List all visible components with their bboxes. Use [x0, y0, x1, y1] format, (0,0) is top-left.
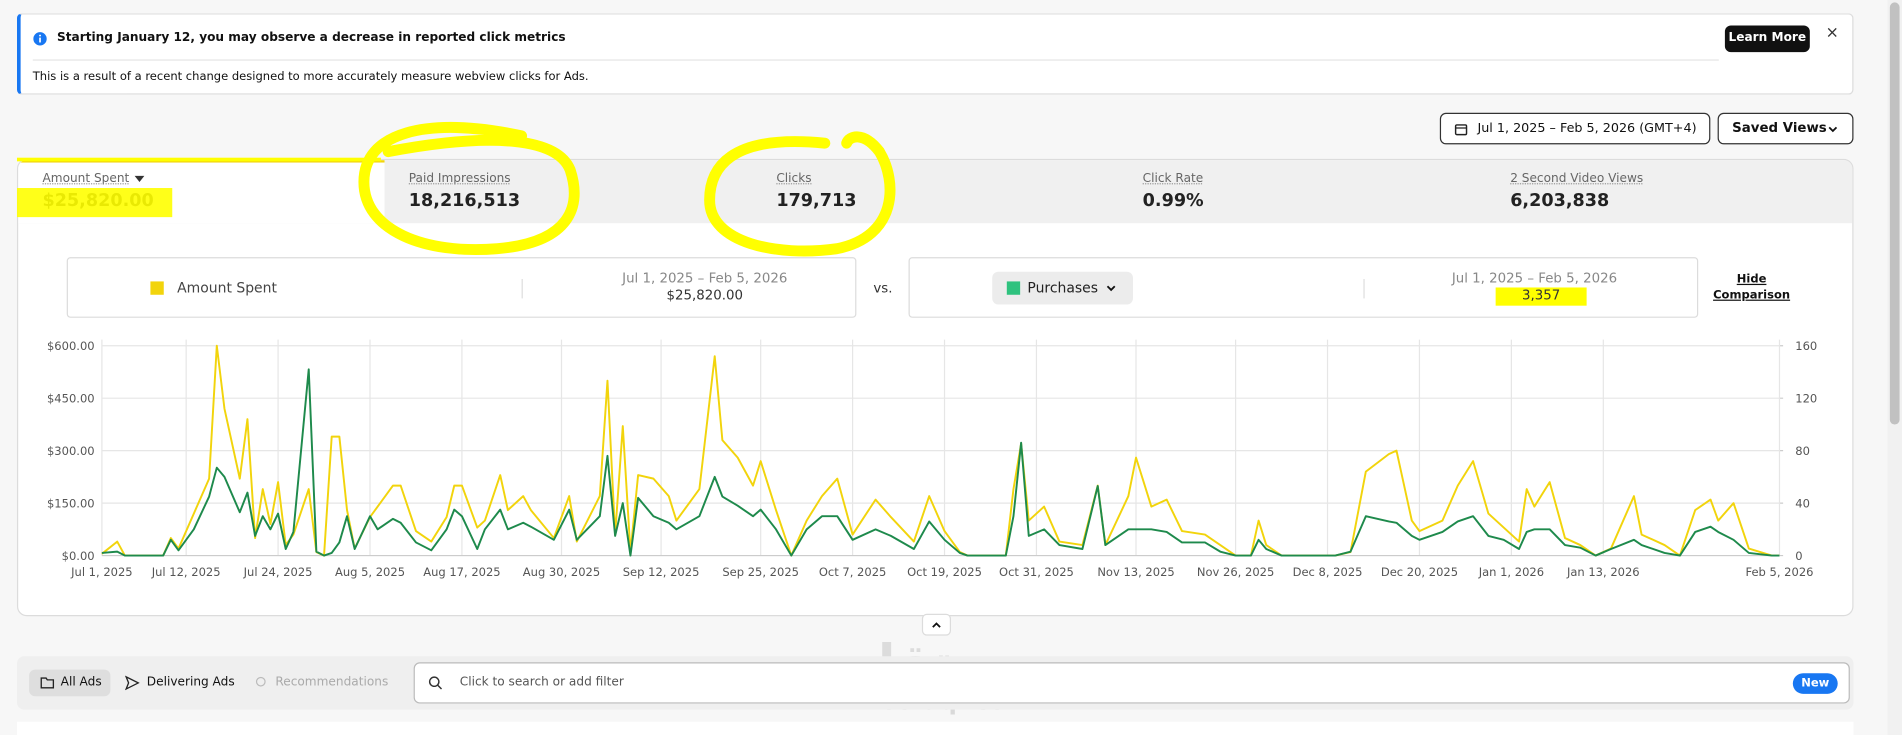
metric-label[interactable]: Click Rate: [1142, 172, 1204, 186]
divider: [521, 278, 523, 299]
dropdown-arrow: [134, 175, 145, 182]
legend-label: Amount Spent: [177, 278, 277, 296]
comparison-right: Purchases Jul 1, 2025 – Feb 5, 2026 3,35…: [908, 257, 1699, 318]
range: Jul 1, 2025 – Feb 5, 2026: [1451, 270, 1618, 287]
search-placeholder: Click to search or add filter: [459, 675, 624, 689]
banner-title: Starting January 12, you may observe a d…: [57, 31, 566, 45]
tab-label: Recommendations: [275, 675, 389, 689]
calendar-icon: [1454, 124, 1468, 136]
metric-label[interactable]: Clicks: [776, 172, 812, 186]
divider: [32, 59, 1719, 61]
chevron-up: [932, 622, 941, 628]
legend-label: Purchases: [1027, 278, 1099, 296]
notice-banner: Starting January 12, you may observe a d…: [16, 13, 1854, 95]
banner-body: This is a result of a recent change desi…: [32, 70, 589, 84]
chevron: [1828, 126, 1838, 133]
search-box[interactable]: Click to search or add filter New: [413, 662, 1850, 704]
search-icon: [428, 676, 443, 690]
send-icon: [124, 675, 140, 691]
collapse-button[interactable]: [921, 613, 951, 636]
new-badge: New: [1792, 673, 1838, 694]
metric-value: 6,203,838: [1510, 191, 1610, 212]
saved-views-button[interactable]: Saved Views: [1717, 112, 1854, 145]
learn-more-button[interactable]: Learn More: [1724, 25, 1810, 53]
date-range-button[interactable]: Jul 1, 2025 – Feb 5, 2026 (GMT+4): [1439, 112, 1711, 145]
tab-label: All Ads: [60, 675, 102, 689]
metric-value: 179,713: [776, 191, 857, 212]
metric-label[interactable]: 2 Second Video Views: [1510, 172, 1644, 186]
chevron: [1106, 285, 1116, 292]
legend-swatch: [1006, 281, 1021, 295]
tab-label[interactable]: Delivering Ads: [146, 675, 235, 689]
info-icon: [33, 32, 47, 46]
metrics-card: Amount Spent $25,820.00 Paid Impressions…: [16, 158, 1854, 617]
scrollbar-thumb[interactable]: [1889, 2, 1900, 425]
metric-value: 18,216,513: [408, 191, 521, 212]
comparison-left: Amount Spent Jul 1, 2025 – Feb 5, 2026 $…: [66, 257, 857, 318]
table-top: [16, 721, 1854, 735]
scrollbar[interactable]: [1887, 0, 1902, 735]
pin-icon: [255, 676, 266, 687]
close-button[interactable]: ×: [1825, 24, 1839, 43]
saved-views: Saved Views: [1732, 120, 1827, 136]
divider: [1363, 278, 1365, 299]
date-range: Jul 1, 2025 – Feb 5, 2026 (GMT+4): [1477, 121, 1697, 136]
metric-value: 0.99%: [1142, 191, 1204, 212]
folder-icon: [40, 677, 55, 689]
vs-label: vs.: [873, 280, 893, 296]
all-ads-tab[interactable]: All Ads: [29, 669, 111, 697]
metric-value: $25,820.00: [42, 191, 154, 212]
total: 3,357: [1495, 287, 1587, 306]
hide-comparison-link[interactable]: Hide Comparison: [1713, 272, 1791, 303]
metric-label: Amount Spent: [42, 172, 130, 186]
total: $25,820.00: [666, 287, 743, 304]
metric-label[interactable]: Paid Impressions: [408, 172, 511, 186]
range: Jul 1, 2025 – Feb 5, 2026: [622, 270, 788, 287]
legend-swatch: [150, 281, 164, 295]
